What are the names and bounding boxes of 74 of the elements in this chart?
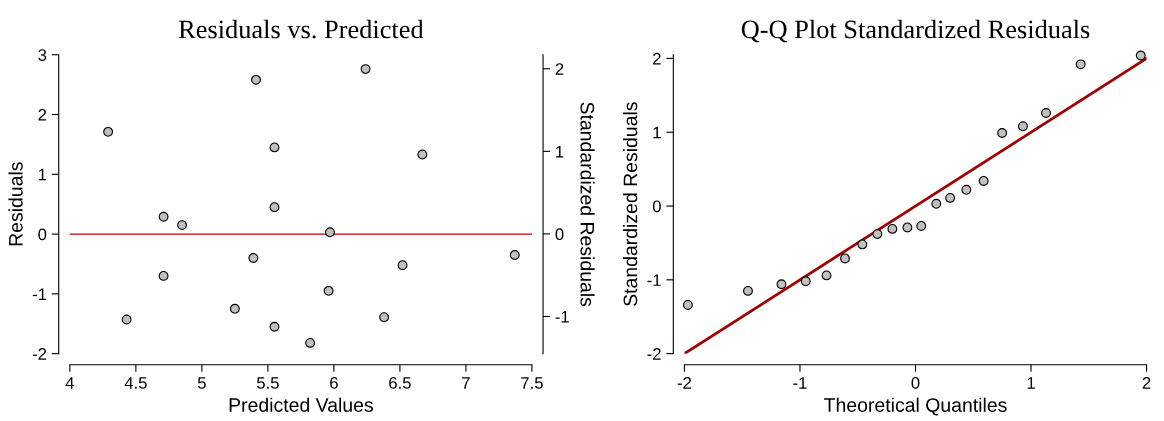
point — [682, 299, 693, 310]
point — [997, 128, 1008, 138]
point — [1135, 50, 1146, 61]
y-axis-title: Residuals — [8, 162, 23, 246]
point — [821, 270, 832, 281]
point — [743, 285, 753, 296]
x-tick-label: 6 — [330, 377, 338, 389]
point — [269, 142, 280, 153]
y-tick-label: -2 — [647, 348, 661, 360]
point — [158, 211, 169, 222]
point — [1041, 108, 1051, 118]
x-tick-label: -1 — [793, 377, 807, 389]
point — [158, 270, 169, 281]
point — [269, 202, 280, 213]
point — [177, 220, 188, 231]
y-tick-label: -2 — [32, 348, 47, 360]
point — [945, 192, 956, 203]
point — [397, 260, 408, 271]
point — [323, 285, 334, 296]
point — [305, 337, 316, 348]
point — [417, 149, 428, 160]
y-tick-label: -1 — [32, 288, 47, 300]
x-tick-label: 2 — [1142, 377, 1151, 389]
point — [916, 221, 927, 231]
x-tick-label: 7 — [462, 377, 470, 389]
y-tick-label: 0 — [652, 200, 661, 213]
point — [800, 276, 811, 287]
point — [229, 303, 240, 314]
point — [269, 321, 280, 332]
y2-axis-title: Standardized Residuals — [580, 102, 595, 307]
x-axis-title: Predicted Values — [229, 397, 373, 412]
point — [509, 250, 520, 260]
x-tick-label: 4 — [65, 377, 74, 389]
x-tick-label: 5.5 — [256, 377, 279, 389]
x-tick-label: 0 — [911, 377, 920, 389]
chart-title: Q-Q Plot Standardized Residuals — [741, 19, 1090, 43]
y2-tick-label: -1 — [555, 311, 569, 323]
x-tick-label: 1 — [1027, 377, 1035, 389]
point — [840, 253, 850, 264]
y2-tick-label: 2 — [555, 63, 564, 75]
point — [872, 229, 883, 240]
y-tick-label: 2 — [653, 52, 661, 65]
point — [857, 239, 868, 250]
x-tick-label: 7.5 — [521, 377, 543, 389]
point — [121, 314, 132, 325]
y2-tick-label: 1 — [556, 145, 564, 158]
point — [776, 279, 787, 290]
y-tick-label: 0 — [38, 228, 47, 241]
point — [902, 222, 913, 233]
x-tick-label: -2 — [677, 377, 692, 389]
y-tick-label: 2 — [38, 108, 47, 121]
x-tick-label: 6.5 — [389, 377, 411, 389]
point — [1017, 121, 1028, 132]
point — [961, 184, 972, 195]
point — [248, 253, 259, 263]
x-axis-title: Theoretical Quantiles — [824, 397, 1007, 416]
x-tick-label: 4.5 — [124, 377, 147, 389]
point — [103, 126, 114, 137]
y2-tick-label: 0 — [555, 228, 564, 241]
point — [887, 223, 898, 234]
point — [324, 227, 335, 238]
point — [360, 64, 371, 75]
point — [251, 74, 261, 85]
chart-title: Residuals vs. Predicted — [178, 19, 424, 39]
y-tick-label: 3 — [38, 49, 47, 61]
point — [379, 312, 390, 323]
point — [1075, 59, 1086, 70]
y-tick-label: 1 — [38, 168, 47, 181]
y-tick-label: 1 — [653, 126, 661, 139]
point — [978, 175, 989, 186]
y-axis-title: Standardized Residuals — [623, 102, 638, 306]
point — [931, 198, 942, 209]
x-tick-label: 5 — [197, 377, 206, 389]
y-tick-label: -1 — [647, 274, 661, 286]
